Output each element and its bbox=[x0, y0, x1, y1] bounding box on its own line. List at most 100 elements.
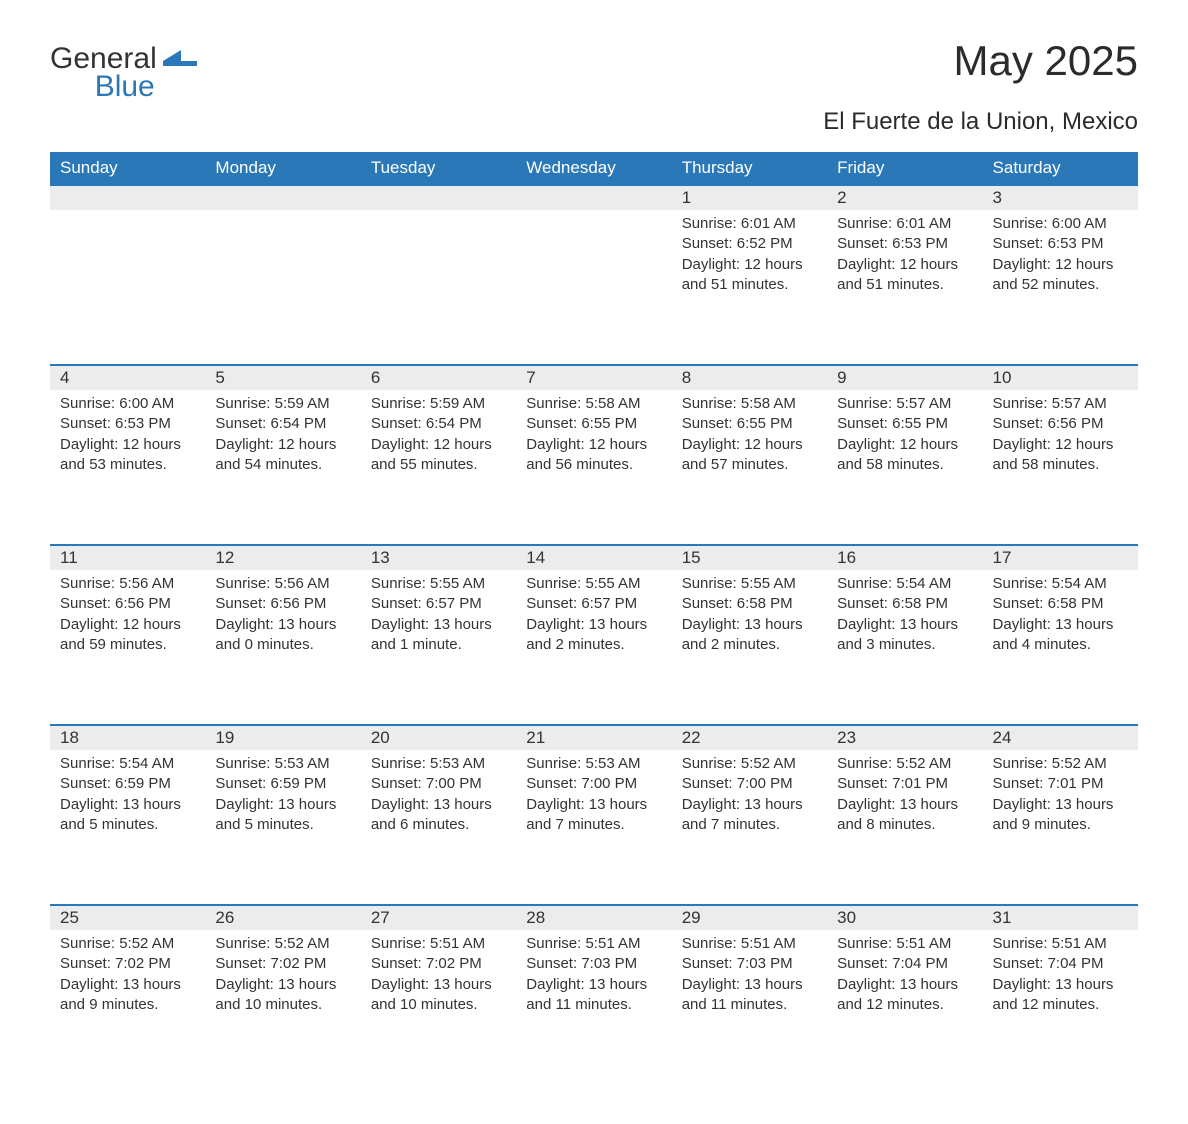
sunset-label: Sunset: bbox=[371, 415, 426, 432]
sunset-label: Sunset: bbox=[993, 595, 1048, 612]
sunset-line: Sunset: 7:02 PM bbox=[371, 954, 506, 974]
daylight-label: Daylight: bbox=[993, 976, 1056, 993]
sunrise-label: Sunrise: bbox=[837, 395, 896, 412]
sunrise-value: 5:52 AM bbox=[741, 755, 796, 772]
sunset-line: Sunset: 6:52 PM bbox=[682, 234, 817, 254]
sunset-label: Sunset: bbox=[837, 235, 892, 252]
day-number: 22 bbox=[672, 725, 827, 750]
sunset-label: Sunset: bbox=[60, 415, 115, 432]
day-cell: Sunrise: 6:01 AMSunset: 6:53 PMDaylight:… bbox=[827, 210, 982, 365]
sunset-value: 6:55 PM bbox=[581, 415, 637, 432]
daylight-line: Daylight: 13 hours and 10 minutes. bbox=[215, 975, 350, 1016]
sunset-line: Sunset: 7:03 PM bbox=[682, 954, 817, 974]
day-number: 11 bbox=[50, 545, 205, 570]
daylight-label: Daylight: bbox=[682, 796, 745, 813]
sunset-line: Sunset: 6:57 PM bbox=[371, 594, 506, 614]
sunrise-line: Sunrise: 5:51 AM bbox=[837, 934, 972, 954]
daylight-line: Daylight: 13 hours and 0 minutes. bbox=[215, 615, 350, 656]
day-cell: Sunrise: 5:54 AMSunset: 6:58 PMDaylight:… bbox=[827, 570, 982, 725]
sunset-value: 7:03 PM bbox=[737, 955, 793, 972]
logo-text-wrap: General Blue bbox=[50, 44, 157, 102]
sunrise-label: Sunrise: bbox=[682, 395, 741, 412]
sunrise-value: 5:53 AM bbox=[585, 755, 640, 772]
sunrise-line: Sunrise: 5:53 AM bbox=[215, 754, 350, 774]
sunset-label: Sunset: bbox=[215, 775, 270, 792]
header-row: General Blue May 2025 bbox=[50, 40, 1138, 102]
sunrise-label: Sunrise: bbox=[371, 575, 430, 592]
daylight-label: Daylight: bbox=[215, 976, 278, 993]
sunset-label: Sunset: bbox=[60, 955, 115, 972]
page-title: May 2025 bbox=[954, 40, 1138, 82]
daylight-label: Daylight: bbox=[526, 436, 589, 453]
daynum-row: 123 bbox=[50, 185, 1138, 210]
sunrise-label: Sunrise: bbox=[993, 395, 1052, 412]
daylight-line: Daylight: 12 hours and 54 minutes. bbox=[215, 435, 350, 476]
logo-word2: Blue bbox=[50, 72, 157, 102]
sunset-line: Sunset: 6:57 PM bbox=[526, 594, 661, 614]
daynum-row: 11121314151617 bbox=[50, 545, 1138, 570]
sunrise-label: Sunrise: bbox=[526, 755, 585, 772]
daylight-line: Daylight: 13 hours and 11 minutes. bbox=[682, 975, 817, 1016]
content-row: Sunrise: 6:01 AMSunset: 6:52 PMDaylight:… bbox=[50, 210, 1138, 365]
sunrise-label: Sunrise: bbox=[371, 755, 430, 772]
sunrise-value: 5:55 AM bbox=[741, 575, 796, 592]
empty-day-number bbox=[361, 185, 516, 210]
sunrise-label: Sunrise: bbox=[215, 395, 274, 412]
sunset-label: Sunset: bbox=[837, 595, 892, 612]
sunset-label: Sunset: bbox=[837, 955, 892, 972]
daylight-label: Daylight: bbox=[526, 976, 589, 993]
sunrise-value: 5:52 AM bbox=[119, 935, 174, 952]
sunset-line: Sunset: 6:58 PM bbox=[682, 594, 817, 614]
sunrise-line: Sunrise: 5:51 AM bbox=[526, 934, 661, 954]
sunset-label: Sunset: bbox=[682, 955, 737, 972]
sunrise-value: 5:51 AM bbox=[741, 935, 796, 952]
sunrise-value: 5:54 AM bbox=[896, 575, 951, 592]
sunset-label: Sunset: bbox=[371, 595, 426, 612]
sunrise-line: Sunrise: 5:55 AM bbox=[682, 574, 817, 594]
sunset-value: 6:57 PM bbox=[581, 595, 637, 612]
sunrise-line: Sunrise: 5:53 AM bbox=[526, 754, 661, 774]
day-number: 17 bbox=[983, 545, 1138, 570]
sunrise-value: 5:51 AM bbox=[585, 935, 640, 952]
sunrise-line: Sunrise: 5:51 AM bbox=[993, 934, 1128, 954]
sunrise-label: Sunrise: bbox=[371, 395, 430, 412]
sunset-value: 7:02 PM bbox=[115, 955, 171, 972]
sunrise-line: Sunrise: 6:00 AM bbox=[60, 394, 195, 414]
sunrise-label: Sunrise: bbox=[60, 755, 119, 772]
sunset-label: Sunset: bbox=[526, 775, 581, 792]
sunset-value: 7:00 PM bbox=[737, 775, 793, 792]
day-number: 3 bbox=[983, 185, 1138, 210]
day-cell: Sunrise: 5:51 AMSunset: 7:04 PMDaylight:… bbox=[827, 930, 982, 1084]
day-cell: Sunrise: 5:59 AMSunset: 6:54 PMDaylight:… bbox=[205, 390, 360, 545]
sunset-value: 7:00 PM bbox=[426, 775, 482, 792]
sunrise-value: 5:51 AM bbox=[1052, 935, 1107, 952]
empty-day-cell bbox=[205, 210, 360, 365]
day-number: 2 bbox=[827, 185, 982, 210]
content-row: Sunrise: 5:54 AMSunset: 6:59 PMDaylight:… bbox=[50, 750, 1138, 905]
sunset-line: Sunset: 7:01 PM bbox=[837, 774, 972, 794]
sunset-line: Sunset: 6:53 PM bbox=[993, 234, 1128, 254]
sunset-line: Sunset: 6:56 PM bbox=[215, 594, 350, 614]
sunset-value: 6:56 PM bbox=[270, 595, 326, 612]
sunrise-value: 6:00 AM bbox=[1052, 215, 1107, 232]
sunset-value: 6:58 PM bbox=[892, 595, 948, 612]
daylight-line: Daylight: 13 hours and 8 minutes. bbox=[837, 795, 972, 836]
sunrise-label: Sunrise: bbox=[682, 935, 741, 952]
sunrise-value: 5:55 AM bbox=[585, 575, 640, 592]
sunset-label: Sunset: bbox=[682, 595, 737, 612]
sunset-value: 6:53 PM bbox=[1048, 235, 1104, 252]
sunrise-label: Sunrise: bbox=[526, 575, 585, 592]
sunrise-label: Sunrise: bbox=[993, 215, 1052, 232]
daylight-label: Daylight: bbox=[371, 436, 434, 453]
sunset-value: 6:52 PM bbox=[737, 235, 793, 252]
daylight-line: Daylight: 13 hours and 9 minutes. bbox=[993, 795, 1128, 836]
day-cell: Sunrise: 5:55 AMSunset: 6:57 PMDaylight:… bbox=[516, 570, 671, 725]
content-row: Sunrise: 5:56 AMSunset: 6:56 PMDaylight:… bbox=[50, 570, 1138, 725]
day-cell: Sunrise: 5:56 AMSunset: 6:56 PMDaylight:… bbox=[205, 570, 360, 725]
daylight-label: Daylight: bbox=[993, 256, 1056, 273]
daylight-line: Daylight: 13 hours and 3 minutes. bbox=[837, 615, 972, 656]
daylight-line: Daylight: 13 hours and 6 minutes. bbox=[371, 795, 506, 836]
weekday-header: Tuesday bbox=[361, 152, 516, 185]
daylight-line: Daylight: 13 hours and 7 minutes. bbox=[526, 795, 661, 836]
day-cell: Sunrise: 5:52 AMSunset: 7:00 PMDaylight:… bbox=[672, 750, 827, 905]
